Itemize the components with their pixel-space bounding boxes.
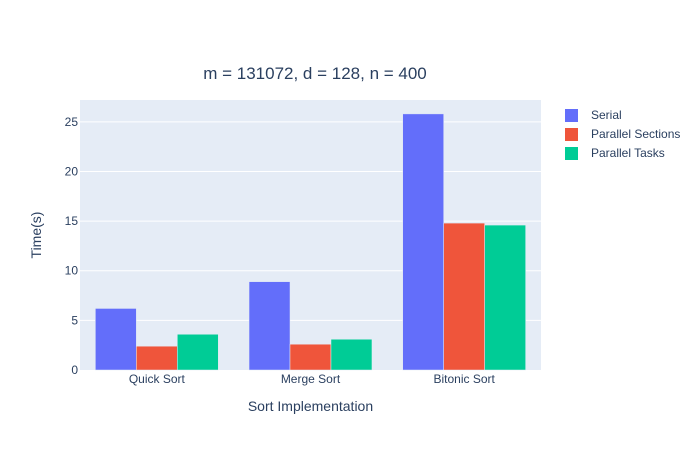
- bar-parallel-sections-2[interactable]: [443, 222, 485, 371]
- x-tick-label: Bitonic Sort: [433, 372, 495, 386]
- bar-parallel-tasks-2[interactable]: [484, 224, 526, 371]
- legend-swatch: [565, 109, 578, 122]
- bar-parallel-tasks-0[interactable]: [177, 334, 219, 371]
- chart-title: m = 131072, d = 128, n = 400: [203, 64, 427, 83]
- y-tick-label: 15: [65, 214, 79, 228]
- bar-parallel-sections-0[interactable]: [136, 345, 178, 371]
- legend-label: Parallel Sections: [591, 127, 680, 141]
- legend[interactable]: Serial Parallel Sections Parallel Tasks: [565, 108, 680, 160]
- bar-parallel-sections-1[interactable]: [289, 343, 332, 371]
- y-axis-title: Time(s): [28, 212, 44, 259]
- y-tick-label: 5: [71, 313, 78, 327]
- x-axis-title: Sort Implementation: [248, 398, 373, 414]
- legend-item-serial[interactable]: Serial: [565, 108, 622, 122]
- legend-item-parallel-sections[interactable]: Parallel Sections: [565, 127, 680, 141]
- bar-serial-0[interactable]: [95, 308, 137, 371]
- legend-label: Serial: [591, 108, 622, 122]
- x-tick-label: Merge Sort: [281, 372, 341, 386]
- bar-serial-2[interactable]: [402, 113, 444, 371]
- y-tick-label: 10: [65, 264, 79, 278]
- x-tick-label: Quick Sort: [129, 372, 186, 386]
- y-tick-label: 20: [65, 164, 79, 178]
- y-tick-label: 25: [65, 115, 79, 129]
- legend-label: Parallel Tasks: [591, 146, 665, 160]
- bar-parallel-tasks-1[interactable]: [330, 338, 373, 371]
- legend-swatch: [565, 147, 578, 160]
- x-axis-ticks: Quick Sort Merge Sort Bitonic Sort: [129, 372, 496, 386]
- bar-serial-1[interactable]: [248, 281, 291, 371]
- y-axis-ticks: 0 5 10 15 20 25: [65, 115, 79, 377]
- bars: [95, 113, 526, 371]
- y-tick-label: 0: [71, 363, 78, 377]
- legend-item-parallel-tasks[interactable]: Parallel Tasks: [565, 146, 665, 160]
- legend-swatch: [565, 128, 578, 141]
